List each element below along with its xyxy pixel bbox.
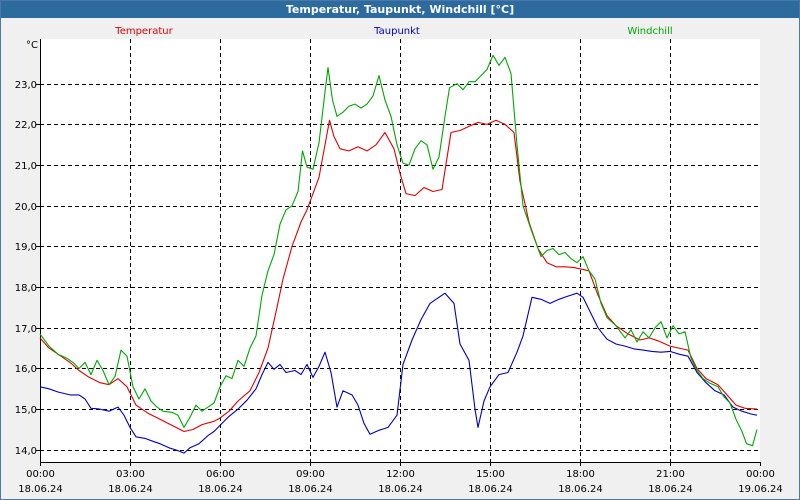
x-tick-time: 09:00 bbox=[296, 469, 325, 480]
axes bbox=[36, 39, 761, 466]
y-tick-label: 19,0 bbox=[15, 242, 37, 253]
y-tick-label: 23,0 bbox=[15, 80, 37, 91]
x-tick-date: 18.06.24 bbox=[288, 484, 333, 495]
legend-taupunkt: Taupunkt bbox=[373, 26, 420, 37]
x-tick-date: 19.06.24 bbox=[738, 484, 783, 495]
x-tick-time: 03:00 bbox=[116, 469, 145, 480]
x-tick-date: 18.06.24 bbox=[108, 484, 153, 495]
series-line-windchill bbox=[39, 54, 758, 447]
y-tick-label: 17,0 bbox=[15, 324, 37, 335]
x-tick-time: 21:00 bbox=[656, 469, 685, 480]
y-tick-label: 20,0 bbox=[15, 202, 37, 213]
x-axis-ticks: 00:00 18.06.24 03:00 18.06.24 06:00 18.06.24 0… bbox=[18, 469, 783, 495]
x-tick-date: 18.06.24 bbox=[648, 484, 693, 495]
y-tick-label: 21,0 bbox=[15, 161, 37, 172]
grid bbox=[40, 39, 760, 462]
series-line-temperatur bbox=[39, 119, 758, 433]
y-axis-ticks: 14,0 15,0 16,0 17,0 18,0 19,0 20,0 21,0 22,0 23,0… bbox=[15, 40, 38, 457]
x-tick-time: 18:00 bbox=[566, 469, 595, 480]
legend-temperatur: Temperatur bbox=[114, 26, 173, 37]
series-line-taupunkt bbox=[39, 292, 758, 454]
x-tick-date: 18.06.24 bbox=[468, 484, 513, 495]
y-tick-label: 14,0 bbox=[15, 446, 37, 457]
x-tick-date: 18.06.24 bbox=[558, 484, 603, 495]
legend-windchill: Windchill bbox=[627, 26, 672, 37]
y-tick-label: 16,0 bbox=[15, 364, 37, 375]
x-tick-time: 06:00 bbox=[206, 469, 235, 480]
x-tick-time: 12:00 bbox=[386, 469, 415, 480]
x-tick-date: 18.06.24 bbox=[198, 484, 243, 495]
y-tick-label: 22,0 bbox=[15, 120, 37, 131]
series-lines bbox=[39, 54, 758, 454]
y-tick-label: 15,0 bbox=[15, 405, 37, 416]
x-tick-time: 15:00 bbox=[476, 469, 505, 480]
x-tick-date: 18.06.24 bbox=[378, 484, 423, 495]
legend: Temperatur Taupunkt Windchill bbox=[114, 26, 672, 37]
x-tick-time: 00:00 bbox=[26, 469, 55, 480]
y-tick-label: 18,0 bbox=[15, 283, 37, 294]
x-tick-date: 18.06.24 bbox=[18, 484, 63, 495]
chart-title: Temperatur, Taupunkt, Windchill [°C] bbox=[1, 1, 799, 18]
y-axis-unit: °C bbox=[26, 40, 38, 51]
x-tick-time: 00:00 bbox=[746, 469, 775, 480]
